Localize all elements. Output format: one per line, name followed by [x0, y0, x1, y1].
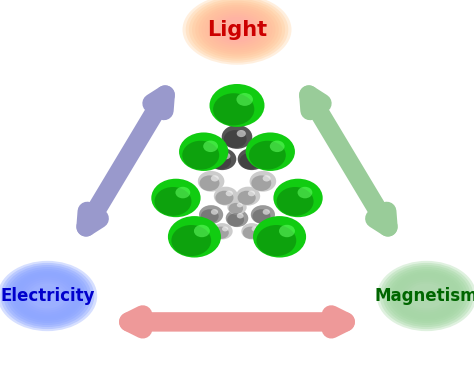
Circle shape	[203, 141, 218, 152]
Ellipse shape	[0, 263, 94, 329]
Text: Electricity: Electricity	[0, 287, 95, 305]
Circle shape	[298, 187, 312, 198]
Ellipse shape	[211, 13, 263, 46]
Circle shape	[249, 141, 286, 169]
Ellipse shape	[3, 265, 91, 327]
Circle shape	[263, 209, 270, 215]
Circle shape	[227, 213, 244, 226]
Circle shape	[243, 226, 258, 239]
Circle shape	[212, 223, 233, 239]
Circle shape	[200, 175, 219, 191]
Circle shape	[226, 209, 248, 227]
Ellipse shape	[208, 11, 266, 48]
Circle shape	[252, 226, 258, 231]
Circle shape	[251, 205, 275, 224]
Ellipse shape	[409, 283, 445, 309]
Ellipse shape	[6, 267, 89, 325]
Ellipse shape	[9, 269, 86, 323]
Circle shape	[224, 130, 246, 148]
Circle shape	[237, 191, 255, 205]
Ellipse shape	[400, 277, 453, 315]
Circle shape	[277, 187, 314, 216]
Circle shape	[215, 191, 234, 205]
Ellipse shape	[389, 269, 465, 323]
Ellipse shape	[186, 0, 288, 63]
Ellipse shape	[205, 9, 269, 50]
Ellipse shape	[21, 277, 74, 315]
Ellipse shape	[403, 279, 450, 313]
Ellipse shape	[29, 283, 65, 309]
Circle shape	[222, 226, 228, 231]
Ellipse shape	[18, 275, 77, 317]
Circle shape	[241, 223, 262, 239]
Circle shape	[236, 186, 260, 206]
Ellipse shape	[199, 5, 275, 54]
Circle shape	[155, 187, 191, 216]
Circle shape	[201, 209, 219, 223]
Circle shape	[210, 153, 231, 169]
Circle shape	[273, 179, 323, 217]
Ellipse shape	[192, 1, 282, 58]
Circle shape	[179, 132, 228, 171]
Circle shape	[222, 153, 230, 159]
Circle shape	[198, 171, 224, 192]
Circle shape	[248, 191, 255, 196]
Text: Light: Light	[207, 20, 267, 40]
Circle shape	[151, 179, 201, 217]
Circle shape	[270, 141, 284, 152]
Circle shape	[279, 225, 295, 237]
Circle shape	[208, 148, 237, 170]
Ellipse shape	[15, 273, 80, 319]
Ellipse shape	[12, 271, 82, 321]
Ellipse shape	[397, 275, 456, 317]
Circle shape	[237, 213, 244, 218]
Circle shape	[252, 153, 260, 159]
Circle shape	[237, 203, 243, 207]
Ellipse shape	[406, 281, 447, 311]
Ellipse shape	[380, 263, 474, 329]
Circle shape	[194, 225, 210, 237]
Ellipse shape	[189, 0, 285, 61]
Circle shape	[263, 175, 271, 182]
Ellipse shape	[394, 273, 459, 319]
Circle shape	[211, 209, 218, 215]
Circle shape	[213, 93, 255, 125]
Circle shape	[172, 225, 211, 256]
Circle shape	[182, 141, 219, 169]
Ellipse shape	[214, 15, 260, 44]
Circle shape	[253, 216, 306, 258]
Circle shape	[252, 209, 271, 223]
Ellipse shape	[27, 281, 68, 311]
Circle shape	[211, 175, 219, 182]
Ellipse shape	[182, 0, 292, 65]
Ellipse shape	[195, 3, 279, 57]
Circle shape	[213, 226, 229, 239]
Circle shape	[222, 125, 252, 149]
Ellipse shape	[377, 261, 474, 331]
Circle shape	[175, 187, 190, 198]
Circle shape	[250, 171, 276, 192]
Circle shape	[237, 93, 253, 106]
Text: Magnetism: Magnetism	[375, 287, 474, 305]
Circle shape	[199, 205, 223, 224]
Ellipse shape	[218, 17, 256, 42]
Circle shape	[237, 148, 266, 170]
Circle shape	[228, 203, 243, 214]
Circle shape	[251, 175, 271, 191]
Circle shape	[210, 84, 264, 127]
Ellipse shape	[24, 279, 71, 313]
Circle shape	[256, 225, 296, 256]
Ellipse shape	[383, 265, 471, 327]
Circle shape	[239, 153, 261, 169]
Circle shape	[226, 191, 233, 196]
Circle shape	[246, 132, 295, 171]
Circle shape	[168, 216, 221, 258]
Ellipse shape	[201, 7, 273, 53]
Circle shape	[237, 130, 246, 137]
Ellipse shape	[392, 271, 462, 321]
Ellipse shape	[385, 267, 468, 325]
Circle shape	[228, 200, 246, 215]
Circle shape	[214, 186, 238, 206]
Ellipse shape	[0, 261, 97, 331]
